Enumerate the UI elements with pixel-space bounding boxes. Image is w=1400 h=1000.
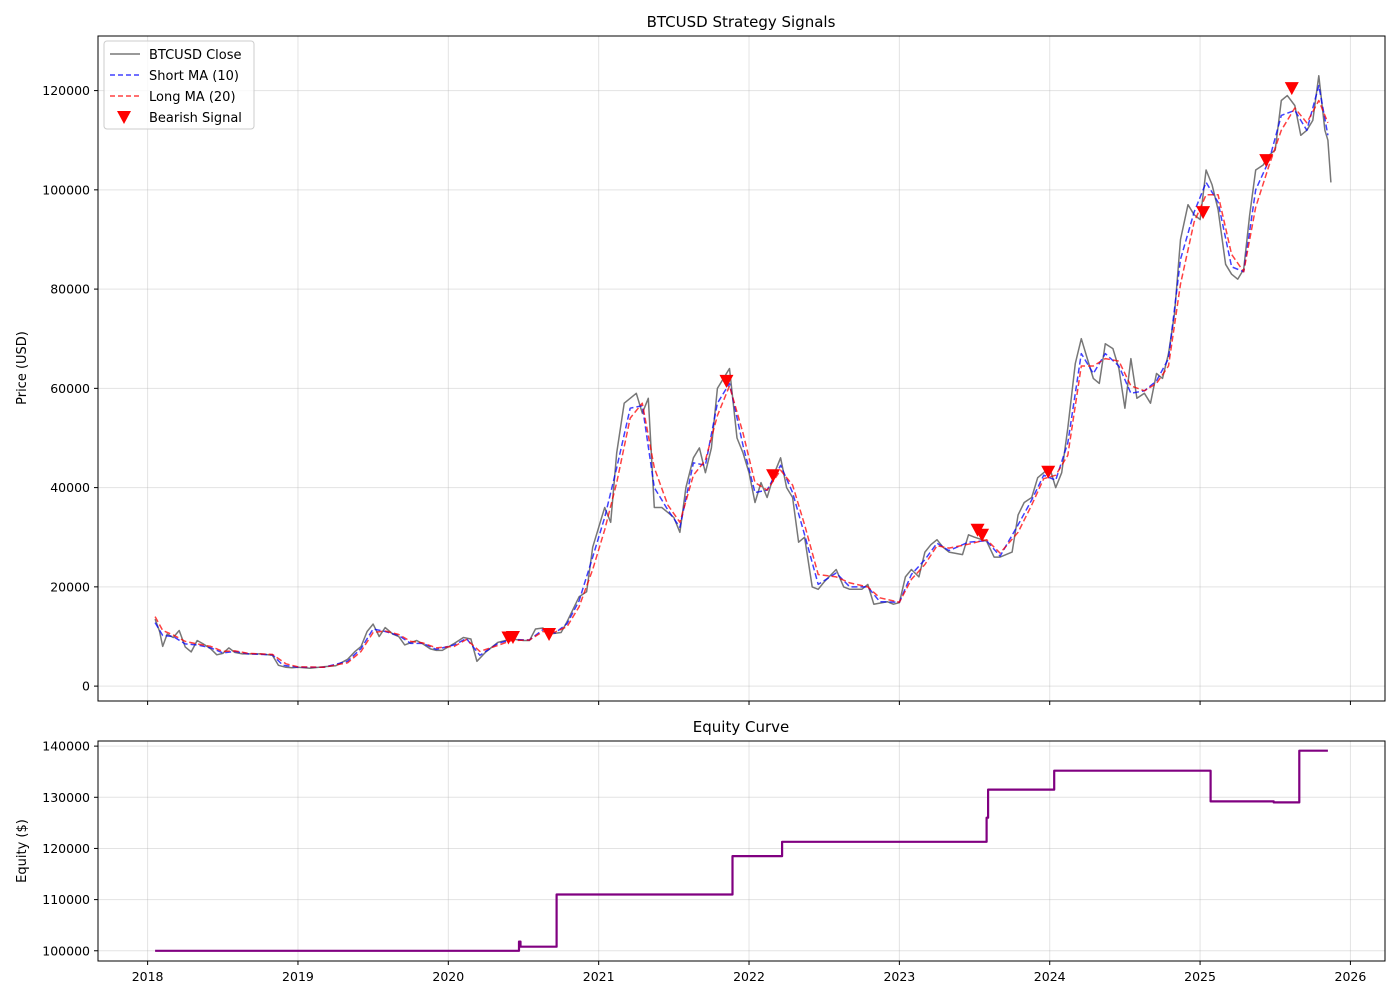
equity-y-tick-label: 140000 [42, 739, 90, 754]
x-tick-label: 2026 [1335, 969, 1367, 984]
x-tick-label: 2022 [733, 969, 765, 984]
price-y-axis-label: Price (USD) [15, 331, 30, 405]
price-grid [98, 36, 1385, 701]
bearish-signal-marker [505, 630, 520, 644]
price-y-tick-label: 0 [82, 679, 90, 694]
short-ma-line [154, 84, 1329, 669]
equity-y-tick-label: 110000 [42, 892, 90, 907]
price-chart-title: BTCUSD Strategy Signals [647, 13, 836, 31]
price-panel: BTCUSD Strategy Signals Price (USD) 0 200… [15, 13, 1386, 705]
bearish-signal-marker [1284, 82, 1299, 96]
price-plot-frame [97, 35, 1386, 702]
legend-box [103, 40, 255, 130]
equity-chart-title: Equity Curve [693, 718, 789, 736]
equity-series [155, 749, 1328, 952]
legend-close-label: BTCUSD Close [149, 48, 242, 63]
x-tick-label: 2025 [1184, 969, 1216, 984]
x-tick-label: 2020 [432, 969, 464, 984]
equity-y-axis-label: Equity ($) [15, 819, 30, 883]
equity-panel: Equity Curve Equity ($) 2018 2019 2020 2021… [15, 718, 1386, 984]
bearish-signal-marker [766, 469, 781, 483]
price-ticks: 0 20000 40000 60000 80000 100000 120000 [42, 83, 1351, 705]
x-tick-label: 2023 [883, 969, 915, 984]
x-tick-label: 2024 [1034, 969, 1066, 984]
equity-grid [98, 741, 1385, 961]
bearish-signal-marker [719, 374, 734, 388]
bearish-signal-marker [1041, 465, 1056, 479]
long-ma-line [154, 99, 1329, 669]
legend-bearish-marker [117, 111, 131, 124]
price-legend: BTCUSD Close Short MA (10) Long MA (20) … [103, 40, 255, 130]
bearish-signal-marker [1196, 206, 1211, 220]
price-series [154, 74, 1332, 669]
equity-plot-frame [97, 740, 1386, 962]
equity-ticks: 2018 2019 2020 2021 2022 2023 2024 2025 2026 1000… [42, 739, 1366, 984]
equity-y-tick-label: 100000 [42, 943, 90, 958]
bearish-signal-marker [975, 528, 990, 542]
price-y-tick-label: 40000 [50, 480, 90, 495]
bearish-signal-markers [501, 82, 1299, 645]
btcusd-close-line [154, 74, 1332, 669]
x-tick-label: 2021 [583, 969, 615, 984]
price-y-tick-label: 80000 [50, 282, 90, 297]
price-y-tick-label: 120000 [42, 83, 90, 98]
equity-y-tick-label: 130000 [42, 790, 90, 805]
legend-short-ma-label: Short MA (10) [149, 69, 239, 84]
legend-bearish-label: Bearish Signal [149, 111, 242, 126]
bearish-signal-marker [1259, 154, 1274, 168]
x-tick-label: 2018 [132, 969, 164, 984]
equity-curve-line [155, 749, 1328, 952]
price-y-tick-label: 60000 [50, 381, 90, 396]
legend-long-ma-label: Long MA (20) [149, 90, 236, 105]
equity-y-tick-label: 120000 [42, 841, 90, 856]
price-y-tick-label: 100000 [42, 182, 90, 197]
bearish-signal-marker [542, 628, 557, 642]
price-y-tick-label: 20000 [50, 579, 90, 594]
x-tick-label: 2019 [282, 969, 314, 984]
